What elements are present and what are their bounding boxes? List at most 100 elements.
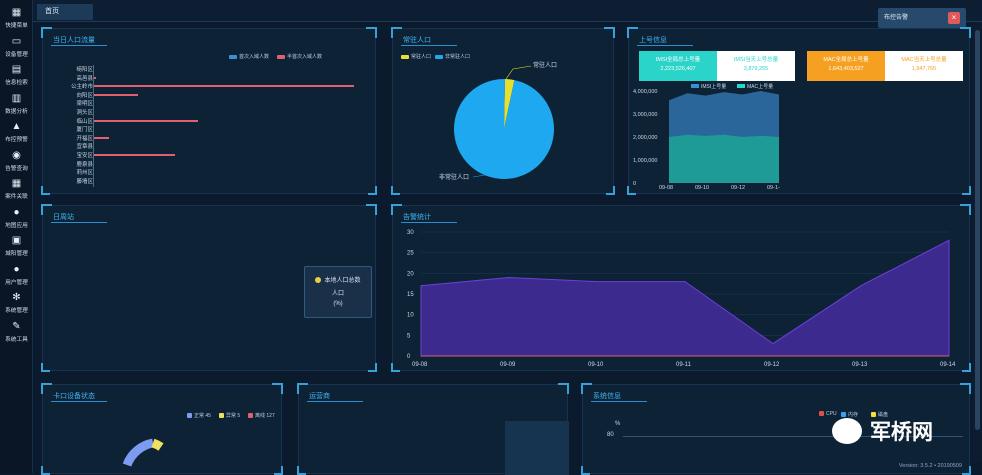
x-tick-label: 09-08 <box>659 185 673 191</box>
x-tick-label: 09-10 <box>695 185 709 191</box>
y-tick-label: 1,000,000 <box>633 158 657 164</box>
panel-title: 上号信息 <box>639 37 667 44</box>
panel-title: 常驻人口 <box>403 37 431 44</box>
district-axis <box>93 65 94 187</box>
donut-arc-normal <box>122 438 155 467</box>
alert-close-button[interactable]: × <box>948 12 960 24</box>
page-scrollbar[interactable] <box>973 22 982 462</box>
sidebar-item-label: 布控预警 <box>5 137 28 143</box>
y-tick-label: 0 <box>407 354 411 360</box>
gears-icon: ✻ <box>12 292 21 303</box>
sidebar-item-label: 地图应用 <box>5 222 28 229</box>
district-label: 崂阳区 <box>76 67 93 73</box>
sidebar-item-label: 快捷菜单 <box>5 23 28 29</box>
x-tick-label: 09-12 <box>764 362 780 368</box>
x-tick-label: 09-1- <box>767 185 780 191</box>
panel-upload-info: 上号信息 IMSI全局总上号量 2,223,526,407 IMSI当天上号总量 3… <box>627 27 971 195</box>
district-bar-chart: 崂阳区 高邑县 公主岭市 向阳区 梁明区 洞头区 临山区 厦门区 开福区 宜章县 宝安区 鹿泉县 莉州区… <box>43 65 377 195</box>
legend-item: 内存 <box>841 411 858 418</box>
pie-slice <box>504 79 515 129</box>
district-label: 鹿泉县 <box>76 161 93 168</box>
donut-arc-abnormal <box>151 438 164 451</box>
y-tick-label: 30 <box>407 230 414 236</box>
system-unit-label: % <box>615 421 621 427</box>
panel-system-info: 系统信息 CPU 内存 磁盘 % 80 <box>581 383 971 475</box>
sidebar-item[interactable]: ▦ 案件关联 <box>0 177 33 205</box>
sidebar-item-label: 设备管理 <box>5 51 28 58</box>
legend-item: 磁盘 <box>871 411 888 418</box>
menu-icon: ▦ <box>11 7 22 18</box>
watermark: 军桥网 <box>832 410 982 456</box>
pie-leader-line <box>472 168 494 178</box>
sidebar-item[interactable]: ◉ 告警查询 <box>0 149 33 177</box>
panel-title: 告警统计 <box>403 214 431 221</box>
alarm-series-area <box>420 239 950 357</box>
tooltip-dot-icon <box>315 277 322 284</box>
alarm-search-icon: ◉ <box>12 149 21 161</box>
x-tick-label: 09-12 <box>731 185 745 191</box>
sidebar-item-label: 数据分析 <box>5 108 28 115</box>
panel-title: 卡口设备状态 <box>53 393 95 400</box>
district-bar <box>94 85 354 88</box>
tab-home[interactable]: 首页 <box>37 4 93 20</box>
alarm-area-chart: 30 25 20 15 10 5 009-08 09-09 09-10 09-11 09-12 09-… <box>407 230 956 368</box>
y-tick-label: 25 <box>407 251 414 257</box>
panel-alarm-stats: 告警统计 30 25 20 15 10 5 0 09-08 09-09 09-10 09-11 09-… <box>391 204 971 372</box>
legend-swatch <box>435 54 443 59</box>
district-label: 厦门区 <box>76 127 93 134</box>
legend-item: 异常 5 <box>219 412 240 419</box>
pie-leader-line <box>505 65 532 80</box>
panel-title: 日周站 <box>53 214 74 221</box>
panel-device-status: 卡口设备状态 正常 45 异常 5 离线 127 <box>41 383 283 475</box>
legend-swatch <box>691 84 699 88</box>
sidebar-item[interactable]: ● 用户管理 <box>0 263 33 291</box>
x-tick-label: 09-14 <box>940 362 956 368</box>
legend-item: 非常驻人口 <box>435 53 470 60</box>
system-ytick-label: 80 <box>607 432 614 438</box>
district-label: 开福区 <box>76 135 93 142</box>
sidebar-item[interactable]: ✻ 系统管理 <box>0 291 33 319</box>
legend-item: 正常 45 <box>187 412 211 419</box>
sidebar-item-label: 信息检索 <box>5 80 28 86</box>
pie-label-resident: 常驻人口 <box>533 61 557 69</box>
sidebar-item[interactable]: ▦ 快捷菜单 <box>0 6 33 34</box>
sidebar-item-label: 系统管理 <box>5 308 28 314</box>
y-tick-label: 2,000,000 <box>633 135 657 141</box>
legend-swatch <box>871 412 876 418</box>
image-icon: ▣ <box>11 235 22 246</box>
device-donut-chart <box>122 438 164 467</box>
x-tick-label: 09-09 <box>500 362 516 368</box>
y-tick-label: 5 <box>407 333 411 339</box>
pie-label-nonresident: 非常驻人口 <box>439 173 469 181</box>
sidebar-item-label: 用户管理 <box>5 279 28 286</box>
district-label: 洞头区 <box>76 110 93 116</box>
sidebar-item[interactable]: ▣ 城阳管理 <box>0 234 33 262</box>
version-label: Version: 3.5.2 • 20190509 <box>898 463 962 469</box>
sidebar-item[interactable]: ▲ 布控预警 <box>0 120 33 148</box>
district-bar <box>94 119 198 122</box>
y-tick-label: 0 <box>633 181 636 187</box>
sidebar-item[interactable]: ● 地图应用 <box>0 206 33 234</box>
sidebar-item-label: 告警查询 <box>5 165 28 172</box>
alert-panel[interactable]: 布控告警 × <box>878 8 966 28</box>
sidebar <box>0 0 33 473</box>
panel-title: 当日人口流量 <box>53 37 95 44</box>
warning-icon: ▲ <box>11 121 22 132</box>
sidebar-item[interactable]: ▥ 数据分析 <box>0 92 33 120</box>
scrollbar-thumb[interactable] <box>975 30 980 430</box>
y-tick-label: 10 <box>407 313 414 319</box>
y-tick-label: 4,000,000 <box>633 89 657 95</box>
district-bar <box>94 136 109 139</box>
district-bar <box>94 93 138 96</box>
user-icon: ● <box>13 263 20 275</box>
legend-item: 离线 127 <box>248 412 275 419</box>
sidebar-item[interactable]: ✎ 系统工具 <box>0 320 33 348</box>
legend-item: CPU <box>819 411 837 417</box>
wrench-icon: ✎ <box>12 320 21 332</box>
sidebar-item-label: 案件关联 <box>5 194 28 200</box>
district-label: 宜章县 <box>76 144 93 151</box>
legend-item: 半首次入域人数 <box>277 53 322 60</box>
sidebar-item[interactable]: ▭ 设备管理 <box>0 35 33 63</box>
sidebar-item[interactable]: ▤ 信息检索 <box>0 63 33 91</box>
